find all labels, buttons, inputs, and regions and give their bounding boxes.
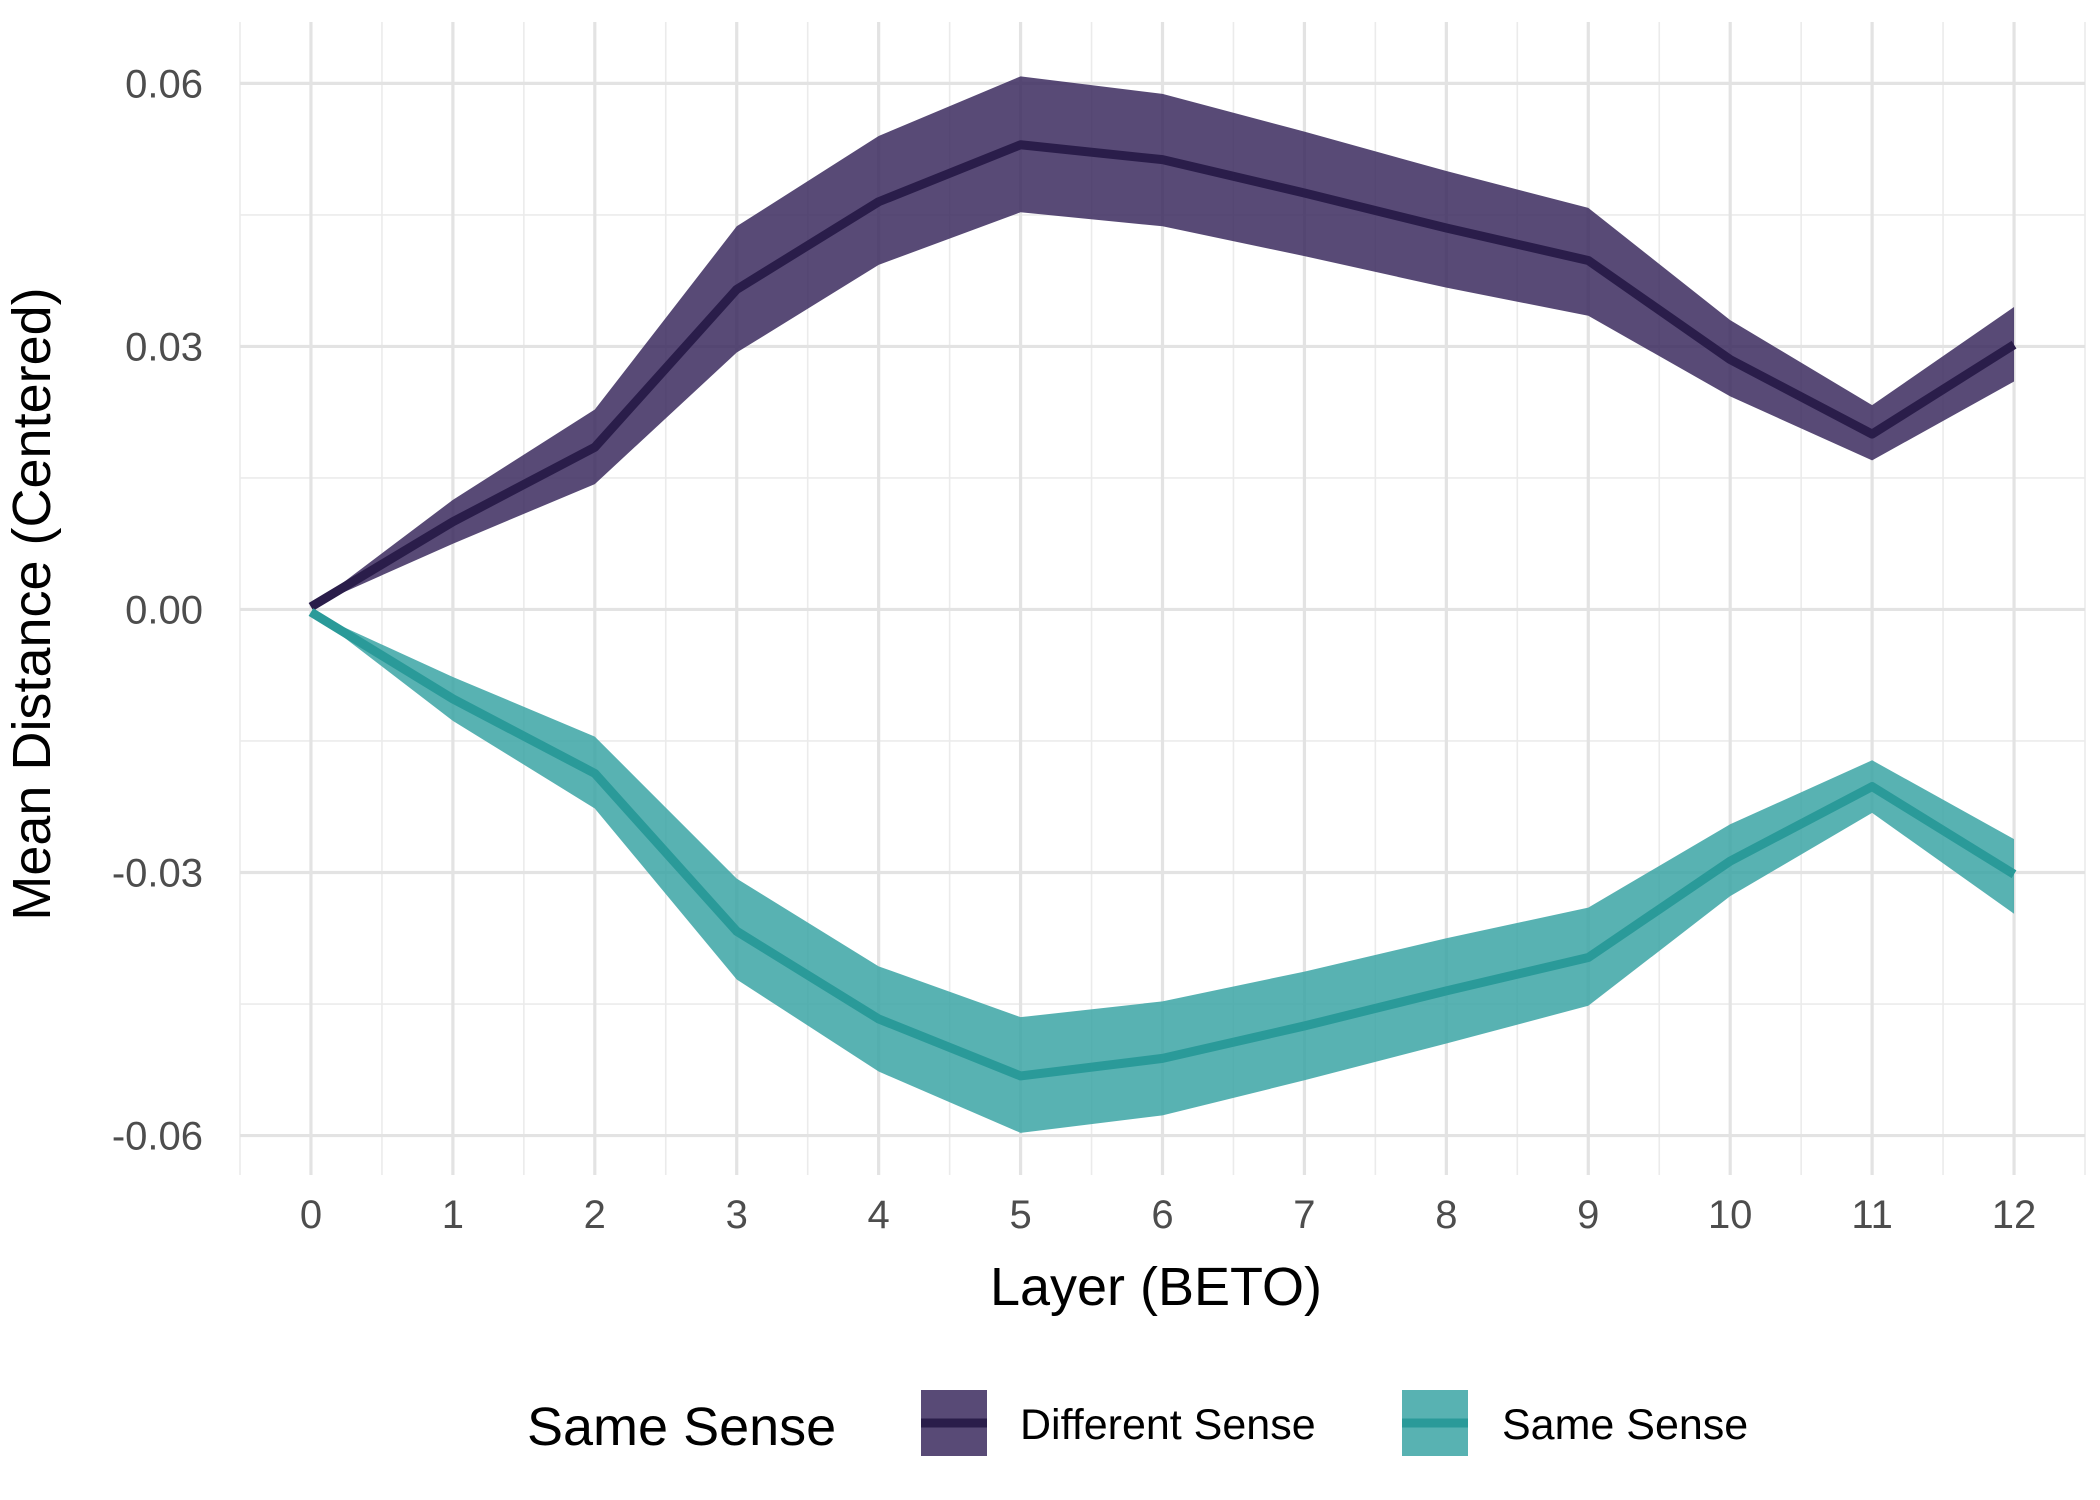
y-tick-label: -0.06 xyxy=(112,1115,203,1159)
y-tick-label: 0.03 xyxy=(125,325,203,369)
legend-title: Same Sense xyxy=(527,1397,836,1457)
x-tick-label: 3 xyxy=(726,1193,748,1237)
x-tick-label: 2 xyxy=(584,1193,606,1237)
line-same-sense xyxy=(308,608,2017,1081)
x-tick-label: 6 xyxy=(1151,1193,1173,1237)
legend-label-different-sense: Different Sense xyxy=(1020,1401,1316,1449)
series-lines xyxy=(308,140,2017,1081)
legend: Same Sense Different Sense Same Sense xyxy=(527,1390,1748,1457)
y-tick-label: -0.03 xyxy=(112,852,203,896)
x-tick-label: 4 xyxy=(868,1193,890,1237)
y-tick-labels: -0.06 -0.03 0.00 0.03 0.06 xyxy=(112,62,203,1158)
band-same-sense xyxy=(310,612,2015,1133)
x-tick-label: 12 xyxy=(1992,1193,2037,1237)
x-tick-label: 7 xyxy=(1293,1193,1315,1237)
x-tick-label: 0 xyxy=(300,1193,322,1237)
x-tick-label: 10 xyxy=(1708,1193,1753,1237)
x-tick-label: 8 xyxy=(1435,1193,1457,1237)
x-axis-title: Layer (BETO) xyxy=(990,1257,1322,1317)
band-different-sense xyxy=(310,76,2015,607)
x-tick-label: 5 xyxy=(1009,1193,1031,1237)
legend-label-same-sense: Same Sense xyxy=(1502,1401,1748,1449)
x-tick-label: 11 xyxy=(1851,1193,1893,1237)
x-tick-label: 9 xyxy=(1577,1193,1599,1237)
confidence-bands xyxy=(310,76,2015,1133)
legend-item-different-sense: Different Sense xyxy=(921,1390,1316,1456)
y-axis-title: Mean Distance (Centered) xyxy=(2,287,62,920)
x-tick-label: 1 xyxy=(442,1193,464,1237)
x-tick-labels: 0 1 2 3 4 5 6 7 8 9 10 11 12 xyxy=(300,1193,2036,1237)
legend-item-same-sense: Same Sense xyxy=(1402,1390,1748,1456)
y-tick-label: 0.00 xyxy=(125,588,203,632)
y-tick-label: 0.06 xyxy=(125,62,203,106)
line-different-sense xyxy=(308,140,2017,611)
